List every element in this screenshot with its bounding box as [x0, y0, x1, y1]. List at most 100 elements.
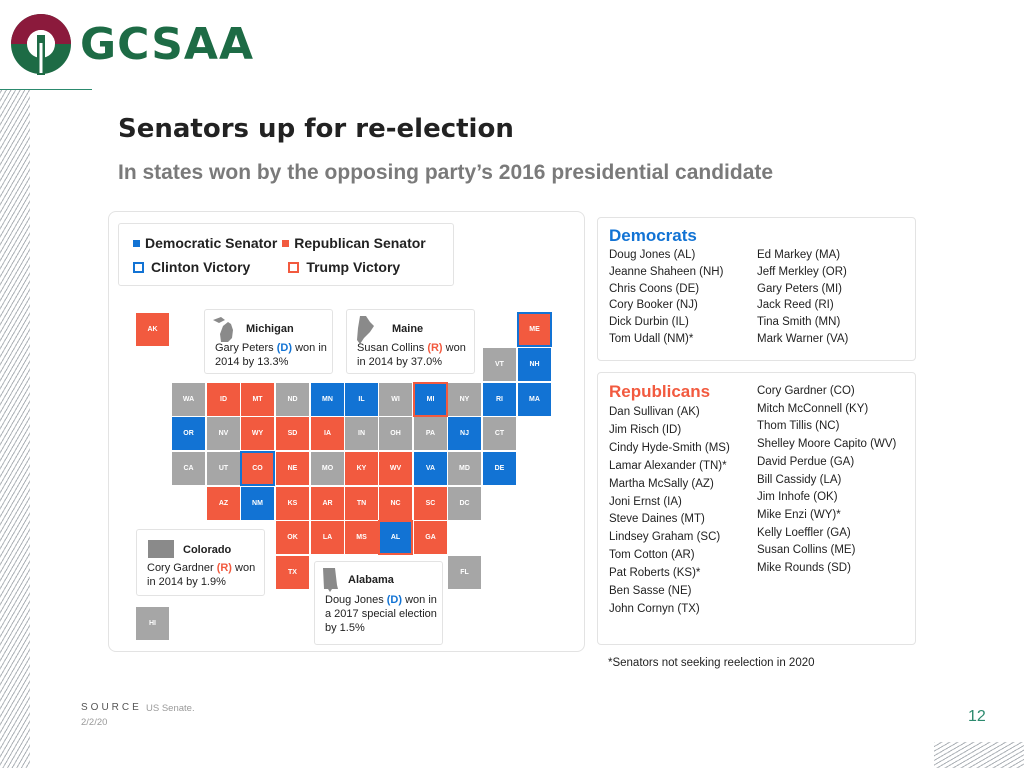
colorado-shape-icon	[148, 540, 174, 558]
maine-callout-text-post: won in 2014 by 37.0%	[357, 342, 466, 368]
democrat-senator-item: Cory Booker (NJ)	[609, 299, 698, 312]
state-tile-ms: MS	[345, 521, 378, 554]
state-tile-ri: RI	[483, 383, 516, 416]
state-tile-ky: KY	[345, 452, 378, 485]
state-tile-ia: IA	[311, 417, 344, 450]
republican-senator-item: Bill Cassidy (LA)	[757, 473, 842, 486]
republican-senator-item: Mike Rounds (SD)	[757, 562, 851, 575]
republican-senator-item: Shelley Moore Capito (WV)	[757, 438, 897, 451]
state-tile-md: MD	[448, 452, 481, 485]
republican-senator-item: Dan Sullivan (AK)	[609, 406, 700, 418]
democrat-senator-item: Tina Smith (MN)	[757, 316, 841, 329]
state-tile-hi: HI	[136, 607, 169, 640]
state-tile-vt: VT	[483, 348, 516, 381]
republican-senator-item: Kelly Loeffler (GA)	[757, 526, 851, 539]
state-tile-tx: TX	[276, 556, 309, 589]
republican-senator-item: Susan Collins (ME)	[757, 544, 856, 557]
state-tile-ny: NY	[448, 383, 481, 416]
source-label: SOURCE	[81, 702, 142, 713]
legend-dem-senator-label: Democratic Senator	[145, 235, 278, 251]
state-tile-co: CO	[240, 451, 275, 486]
clinton-victory-swatch	[133, 261, 144, 273]
state-tile-ne: NE	[276, 452, 309, 485]
alabama-callout-text-post: won in a 2017 special election by 1.5%	[325, 594, 437, 634]
colorado-callout: Colorado Cory Gardner (R) won in 2014 by…	[136, 529, 265, 596]
alabama-callout-text-pre: Doug Jones	[325, 594, 387, 606]
state-tile-ca: CA	[172, 452, 205, 485]
democrat-senator-item: Chris Coons (DE)	[609, 282, 700, 295]
republicans-title: Republicans	[609, 382, 711, 401]
alabama-callout: Alabama Doug Jones (D) won in a 2017 spe…	[314, 561, 443, 645]
republican-senator-item: Tom Cotton (AR)	[609, 549, 695, 562]
state-tile-dc: DC	[448, 487, 481, 520]
state-tile-mt: MT	[241, 383, 274, 416]
maine-callout-text-pre: Susan Collins	[357, 342, 428, 354]
state-tile-il: IL	[345, 383, 378, 416]
democrat-senator-item: Jeff Merkley (OR)	[757, 265, 847, 278]
state-tile-ct: CT	[483, 417, 516, 450]
page-number: 12	[968, 708, 986, 725]
alabama-callout-title: Alabama	[348, 574, 394, 586]
map-legend: Democratic Senator Republican Senator Cl…	[118, 223, 454, 286]
state-tile-in: IN	[345, 417, 378, 450]
maine-callout-text: Susan Collins (R) won in 2014 by 37.0%	[357, 341, 474, 369]
democrats-list-col2: Ed Markey (MA) Jeff Merkley (OR) Gary Pete…	[757, 247, 848, 348]
state-tile-ar: AR	[311, 487, 344, 520]
democrat-senator-item: Doug Jones (AL)	[609, 249, 696, 261]
republican-senator-item: Cory Gardner (CO)	[757, 385, 855, 397]
state-tile-al: AL	[378, 520, 413, 555]
michigan-shape-icon	[213, 317, 233, 342]
logo-underline	[0, 89, 92, 90]
democrat-senator-item: Jack Reed (RI)	[757, 299, 834, 312]
rep-senator-swatch	[282, 239, 290, 247]
state-tile-ks: KS	[276, 487, 309, 520]
state-tile-mi: MI	[413, 382, 448, 417]
source-text: US Senate.	[146, 703, 195, 714]
michigan-callout-text: Gary Peters (D) won in 2014 by 13.3%	[215, 341, 330, 369]
republican-senator-item: Jim Risch (ID)	[609, 423, 682, 436]
state-tile-or: OR	[172, 417, 205, 450]
page-title: Senators up for re-election	[118, 114, 514, 144]
colorado-callout-title: Colorado	[183, 544, 232, 556]
state-tile-nh: NH	[518, 348, 551, 381]
republican-senator-item: David Perdue (GA)	[757, 455, 855, 468]
colorado-callout-text-pre: Cory Gardner	[147, 562, 217, 574]
state-tile-mn: MN	[311, 383, 344, 416]
state-tile-la: LA	[311, 521, 344, 554]
dem-senator-swatch	[133, 239, 140, 247]
republican-senator-item: Cindy Hyde-Smith (MS)	[609, 441, 730, 454]
state-tile-nm: NM	[241, 487, 274, 520]
democrat-senator-item: Mark Warner (VA)	[757, 332, 849, 345]
state-tile-wa: WA	[172, 383, 205, 416]
state-tile-nd: ND	[276, 383, 309, 416]
republicans-list-col1: Dan Sullivan (AK) Jim Risch (ID) Cindy Hyd…	[609, 404, 730, 619]
state-tile-va: VA	[414, 452, 447, 485]
state-tile-ok: OK	[276, 521, 309, 554]
map-panel	[108, 211, 585, 652]
democrat-senator-item: Tom Udall (NM)*	[609, 332, 694, 345]
state-tile-wv: WV	[379, 452, 412, 485]
decorative-hatch-left	[0, 90, 30, 768]
slide-date: 2/2/20	[81, 717, 108, 728]
state-tile-ga: GA	[414, 521, 447, 554]
republican-senator-item: Jim Inhofe (OK)	[757, 491, 838, 504]
colorado-callout-party: (R)	[216, 562, 232, 574]
page-subtitle: In states won by the opposing party’s 20…	[118, 161, 774, 184]
legend-rep-senator-label: Republican Senator	[294, 235, 426, 251]
colorado-callout-text-post: won in 2014 by 1.9%	[147, 562, 256, 588]
state-tile-az: AZ	[207, 487, 240, 520]
legend-clinton-label: Clinton Victory	[151, 259, 251, 275]
republican-senator-item: Martha McSally (AZ)	[609, 477, 714, 490]
state-tile-oh: OH	[379, 417, 412, 450]
republican-senator-item: Thom Tillis (NC)	[757, 420, 840, 433]
alabama-shape-icon	[323, 568, 338, 592]
democrats-title: Democrats	[609, 226, 697, 245]
republican-senator-item: Lindsey Graham (SC)	[609, 531, 721, 544]
maine-callout-title: Maine	[392, 323, 424, 335]
decorative-hatch-bottom-right	[934, 742, 1024, 768]
republican-senator-item: Pat Roberts (KS)*	[609, 567, 701, 580]
democrat-senator-item: Jeanne Shaheen (NH)	[609, 265, 724, 278]
gcsaa-emblem-icon	[11, 14, 71, 75]
republican-senator-item: Mitch McConnell (KY)	[757, 402, 869, 415]
footnote: *Senators not seeking reelection in 2020	[608, 657, 815, 669]
